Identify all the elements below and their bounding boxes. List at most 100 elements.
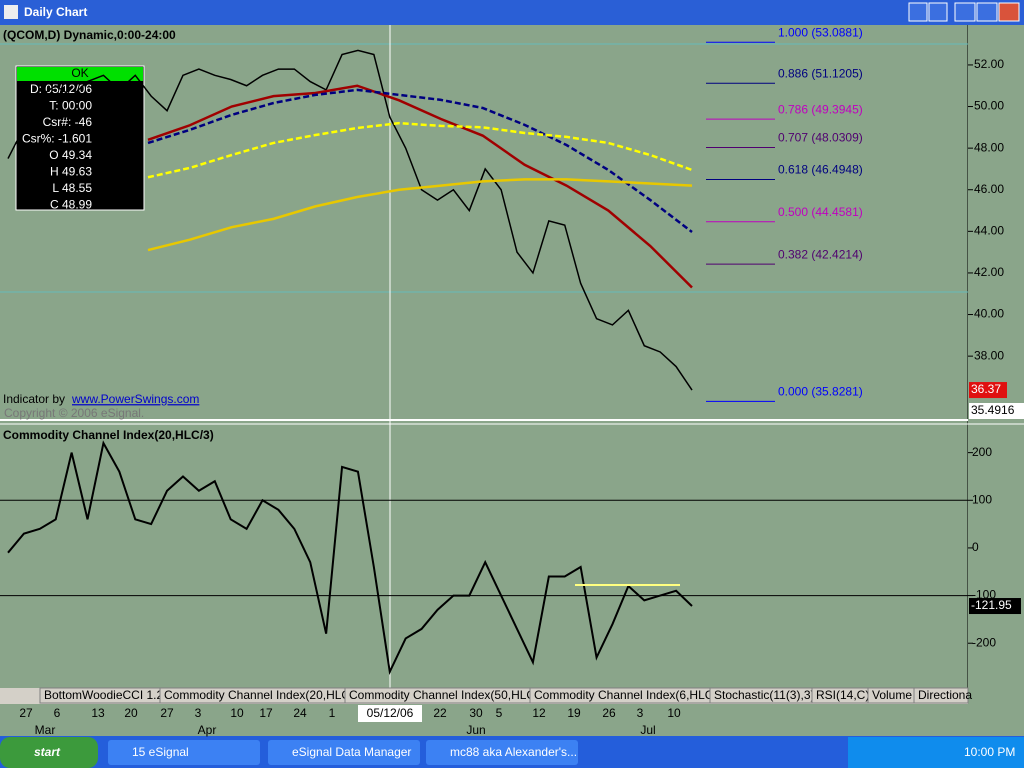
date-label: 27 [19,706,33,720]
tab-label[interactable]: BottomWoodieCCI 1.21 [44,688,170,702]
info-status-bg [17,67,143,81]
date-label: 30 [469,706,483,720]
cci-last-label: -121.95 [971,598,1012,612]
taskbar-item-label[interactable]: 15 eSignal [132,745,189,759]
cci-line [7,440,693,676]
month-label: Jul [640,723,655,737]
info-status: OK [71,66,88,80]
close-button[interactable] [998,2,1020,22]
cursor-date-bg [358,705,422,722]
info-line: Csr#: -46 [43,115,93,129]
cci-last-box [969,598,1021,615]
price-line [147,178,693,252]
month-label: Jun [466,723,485,737]
y-tick-label: -200 [972,635,996,649]
taskbar-item[interactable] [268,740,420,765]
y-tick-label: 100 [972,492,992,506]
fib-label: 1.000 (53.0881) [778,25,863,39]
y-tick-label: 38.00 [974,348,1004,362]
fib-label: 0.500 (44.4581) [778,205,863,219]
y-tick-label: 200 [972,445,992,459]
y-tick-label: 50.00 [974,99,1004,113]
info-box: OK [15,65,145,211]
date-label: 10 [667,706,681,720]
month-label: Mar [35,723,56,737]
taskbar-item[interactable] [426,740,578,765]
date-label: 12 [532,706,546,720]
date-label: 24 [293,706,307,720]
date-label: 10 [230,706,244,720]
date-label: 19 [567,706,581,720]
date-axis [0,704,1024,736]
date-label: 17 [259,706,273,720]
fib-label: 0.618 (46.4948) [778,163,863,177]
restore-button[interactable] [928,2,948,22]
taskbar-item[interactable] [108,740,260,765]
tab[interactable] [913,687,969,704]
info-line: L 48.55 [52,181,92,195]
date-label: 26 [602,706,616,720]
price-title: (QCOM,D) Dynamic,0:00-24:00 [3,28,176,42]
date-label: 05/12/06 [367,706,414,720]
y-tick-label: 52.00 [974,57,1004,71]
tab-label[interactable]: Directiona [918,688,972,702]
y-tick-label: 0 [972,540,979,554]
tab-label[interactable]: Stochastic(11(3),3) [714,688,814,702]
start-label[interactable]: start [34,745,61,759]
tab-label[interactable]: Volume [872,688,912,702]
fib-label: 0.886 (51.1205) [778,66,863,80]
indicator-credit: Indicator by [3,392,65,406]
title-bar [0,0,1024,25]
date-label: 5 [496,706,503,720]
date-label: 22 [433,706,447,720]
price-line [7,49,693,391]
clock: 10:00 PM [964,745,1015,759]
tab-label[interactable]: Commodity Channel Index(20,HLC/3) [164,688,364,702]
window-icon [4,5,18,19]
tray [848,737,1024,768]
axis-area [968,25,1024,688]
indicator-link[interactable]: www.PowerSwings.com [71,392,199,406]
date-label: 13 [91,706,105,720]
info-line: O 49.34 [49,148,92,162]
fib-label: 0.000 (35.8281) [778,384,863,398]
y-tick-label: 48.00 [974,140,1004,154]
fib-label: 0.707 (48.0309) [778,131,863,145]
tab-label[interactable]: Commodity Channel Index(50,HLC/3) [349,688,549,702]
taskbar-item-label[interactable]: mc88 aka Alexander's... [450,745,577,759]
tab-label[interactable]: Commodity Channel Index(6,HLC/3) [534,688,727,702]
info-line: T: 00:00 [49,99,92,113]
minimize-button[interactable] [954,2,976,22]
date-label: 1 [329,706,336,720]
y-tick-label: 42.00 [974,265,1004,279]
taskbar-item-label[interactable]: eSignal Data Manager [292,745,411,759]
y-tick-label: 46.00 [974,182,1004,196]
info-box-bg [15,65,145,211]
date-label: 3 [195,706,202,720]
info-line: H 49.63 [50,165,92,179]
date-label: 6 [54,706,61,720]
last-price-box [969,382,1007,399]
date-label: 27 [160,706,174,720]
price-line [147,88,693,233]
cursor-price-box [969,403,1024,419]
last-price-label: 36.37 [971,382,1001,396]
window-title: Daily Chart [24,5,87,19]
cci-title: Commodity Channel Index(20,HLC/3) [3,428,214,442]
cursor-price-label: 35.4916 [971,403,1015,417]
copyright: Copyright © 2006 eSignal. [4,406,144,420]
maximize-button[interactable] [976,2,998,22]
tab-label[interactable]: RSI(14,C) [816,688,869,702]
date-label: 20 [124,706,138,720]
y-tick-label: 40.00 [974,307,1004,321]
menu-button[interactable] [908,2,928,22]
fib-label: 0.786 (49.3945) [778,102,863,116]
y-tick-label: 44.00 [974,224,1004,238]
info-line: Csr%: -1.601 [22,132,92,146]
month-label: Apr [198,723,217,737]
start-button[interactable] [0,737,98,768]
fib-label: 0.382 (42.4214) [778,247,863,261]
price-line [147,121,693,179]
